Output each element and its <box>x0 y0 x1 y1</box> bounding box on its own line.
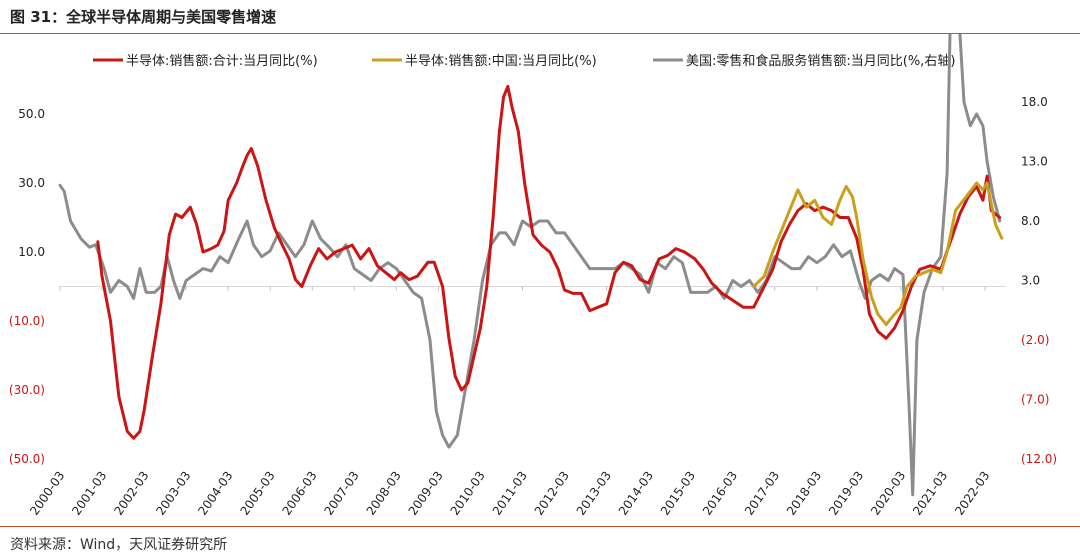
legend: 半导体:销售额:合计:当月同比(%) 半导体:销售额:中国:当月同比(%) 美国… <box>93 53 955 69</box>
x-tick-label: 2006-03 <box>279 469 319 518</box>
chart-canvas: 半导体:销售额:合计:当月同比(%) 半导体:销售额:中国:当月同比(%) 美国… <box>9 34 1057 518</box>
x-tick-label: 2022-03 <box>952 469 992 518</box>
right-tick-label: 13.0 <box>1021 155 1048 169</box>
x-tick-label: 2015-03 <box>658 469 698 518</box>
source-note: 资料来源：Wind，天风证券研究所 <box>10 537 228 553</box>
title-divider <box>0 33 1080 34</box>
x-tick-label: 2016-03 <box>700 469 740 518</box>
x-tick-label: 2017-03 <box>742 469 782 518</box>
right-tick-label: 3.0 <box>1021 274 1040 288</box>
right-tick-label: 18.0 <box>1021 95 1048 109</box>
right-tick-label: (2.0) <box>1021 333 1049 347</box>
x-tick-label: 2020-03 <box>868 469 908 518</box>
legend-label-total: 半导体:销售额:合计:当月同比(%) <box>126 53 318 69</box>
series-line-china <box>752 181 1004 326</box>
x-tick-label: 2012-03 <box>532 469 572 518</box>
x-tick-label: 2004-03 <box>195 469 235 518</box>
series-line-us <box>58 34 1002 497</box>
right-axis: 18.0 13.0 8.0 3.0 (2.0) (7.0) (12.0) <box>1021 95 1057 466</box>
left-axis: 50.0 30.0 10.0 (10.0) (30.0) (50.0) <box>9 107 45 466</box>
x-tick-label: 2005-03 <box>237 469 277 518</box>
x-tick-label: 2002-03 <box>111 469 151 518</box>
x-tick-label: 2003-03 <box>153 469 193 518</box>
right-tick-label: 8.0 <box>1021 214 1040 228</box>
right-tick-label: (12.0) <box>1021 452 1057 466</box>
x-tick-label: 2021-03 <box>910 469 950 518</box>
left-tick-label: (10.0) <box>9 314 45 328</box>
left-tick-label: (30.0) <box>9 383 45 397</box>
left-tick-label: 50.0 <box>18 107 45 121</box>
footer-divider <box>0 526 1080 527</box>
x-tick-label: 2010-03 <box>448 469 488 518</box>
series-line-total <box>96 84 1002 440</box>
x-axis: 2000-03 2001-03 2002-03 2003-03 2004-03 2005-… <box>27 286 992 518</box>
legend-label-china: 半导体:销售额:中国:当月同比(%) <box>405 53 597 69</box>
plot-area <box>58 34 1004 497</box>
x-tick-label: 2001-03 <box>69 469 109 518</box>
left-tick-label: 10.0 <box>18 245 45 259</box>
x-tick-label: 2019-03 <box>826 469 866 518</box>
left-tick-label: 30.0 <box>18 176 45 190</box>
x-tick-label: 2011-03 <box>490 469 530 518</box>
x-tick-label: 2009-03 <box>406 469 446 518</box>
x-tick-label: 2007-03 <box>322 469 362 518</box>
x-tick-label: 2008-03 <box>364 469 404 518</box>
right-tick-label: (7.0) <box>1021 393 1049 407</box>
x-tick-label: 2018-03 <box>784 469 824 518</box>
legend-label-us: 美国:零售和食品服务销售额:当月同比(%,右轴) <box>686 53 955 69</box>
chart-title: 图 31：全球半导体周期与美国零售增速 <box>10 8 277 26</box>
x-tick-label: 2000-03 <box>27 469 67 518</box>
left-tick-label: (50.0) <box>9 452 45 466</box>
x-tick-label: 2013-03 <box>574 469 614 518</box>
x-tick-label: 2014-03 <box>616 469 656 518</box>
